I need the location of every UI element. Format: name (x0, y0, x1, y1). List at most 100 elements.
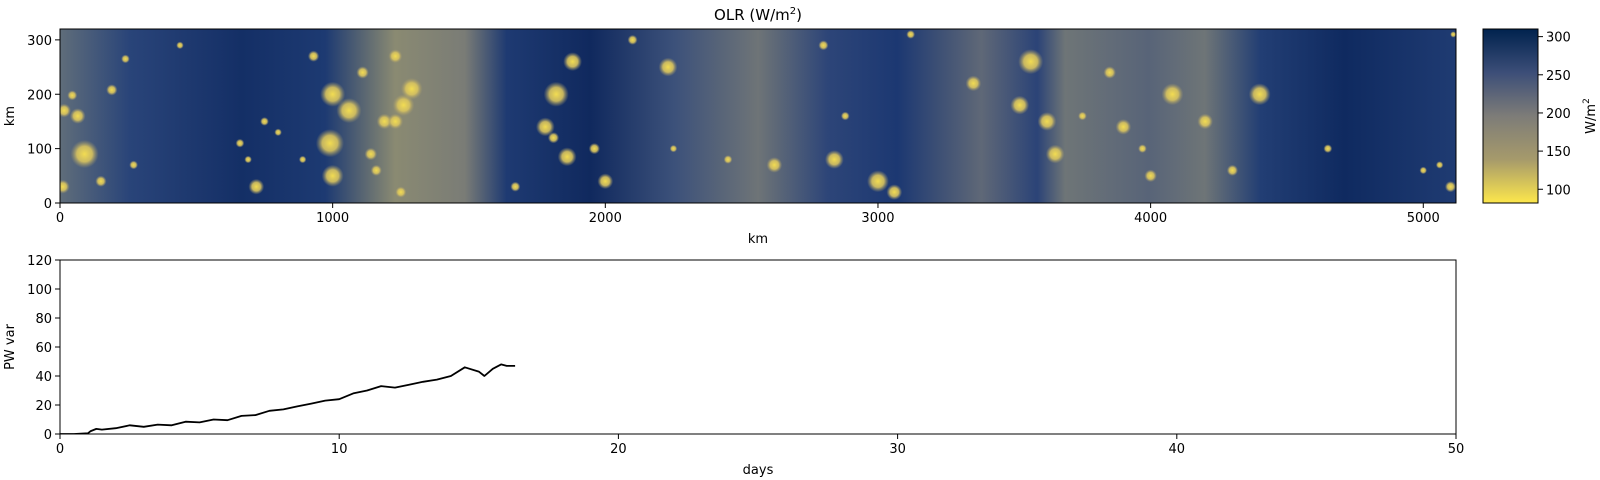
map-y-tick-label: 0 (44, 197, 52, 212)
line-y-tick-label: 100 (27, 283, 52, 298)
line-plot-area (59, 259, 1457, 435)
convective-cell (176, 41, 184, 50)
convective-cell (824, 150, 844, 169)
line-x-tick-label: 50 (1448, 442, 1465, 457)
pw-var-line (60, 363, 516, 434)
convective-cell (274, 128, 282, 137)
convective-cell (588, 142, 601, 155)
colorbar-tick-label: 200 (1546, 107, 1571, 122)
line-x-tick-label: 0 (56, 442, 64, 457)
convective-cell (70, 139, 99, 169)
convective-cell (886, 184, 903, 200)
map-x-tick-label: 2000 (589, 211, 622, 226)
line-x-tick-label: 30 (889, 442, 906, 457)
convective-cell (723, 155, 733, 164)
colorbar-tick-label: 150 (1546, 145, 1571, 160)
line-y-tick-label: 60 (35, 341, 52, 356)
convective-cell (370, 164, 382, 177)
convective-cell (376, 113, 393, 130)
convective-cell (658, 57, 678, 77)
convective-cell (669, 144, 678, 153)
convective-cell (121, 54, 130, 64)
line-y-tick-label: 0 (44, 428, 52, 443)
convective-cell (321, 164, 344, 187)
map-x-tick-label: 5000 (1407, 211, 1440, 226)
convective-cell (95, 175, 107, 187)
convective-cell (244, 155, 252, 164)
map-x-tick-label: 3000 (861, 211, 894, 226)
line-x-tick-label: 40 (1169, 442, 1186, 457)
convective-cell (1226, 164, 1239, 177)
convective-cell (543, 81, 569, 107)
convective-cell (315, 129, 345, 158)
convective-cell (1161, 83, 1184, 106)
convective-cell (627, 34, 638, 45)
convective-cell (60, 179, 70, 194)
map-x-axis-label: km (748, 232, 768, 247)
line-x-tick-label: 10 (331, 442, 348, 457)
convective-cell (1138, 144, 1147, 154)
map-frame (59, 28, 1457, 204)
colorbar-label: W/m2 (1582, 98, 1599, 134)
convective-cell (298, 155, 307, 164)
convective-cell (67, 90, 78, 101)
colorbar-ticks: 100 150 200 250 300 (1538, 31, 1571, 198)
map-y-tick-label: 200 (27, 88, 52, 103)
convective-cell (1103, 66, 1116, 79)
convective-cell (248, 178, 265, 195)
convective-cell (1078, 111, 1087, 121)
convective-cell (510, 181, 521, 192)
line-x-axis-label: days (743, 463, 774, 478)
map-x-tick-label: 0 (56, 211, 64, 226)
map-title: OLR (W/m2) (714, 6, 802, 24)
convective-cell (965, 75, 982, 92)
map-y-tick-label: 100 (27, 143, 52, 158)
convective-cell (840, 111, 850, 121)
convective-cell (400, 77, 423, 100)
line-y-axis-label: PW var (3, 323, 18, 369)
map-axes: 0 1000 2000 3000 4000 5000 0 100 200 300 (27, 34, 1440, 226)
convective-cell (547, 132, 560, 144)
convective-cell (320, 81, 346, 107)
line-axes: 0 10 20 30 40 50 0 20 40 60 80 100 120 (27, 254, 1464, 457)
convective-cell (535, 117, 555, 137)
convective-cells (60, 30, 1456, 200)
colorbar-tick-label: 100 (1546, 183, 1571, 198)
convective-cell (1444, 181, 1456, 193)
convective-cell (1144, 169, 1157, 183)
convective-cell (69, 108, 86, 124)
convective-cell (129, 160, 139, 170)
colorbar-tick-label: 250 (1546, 69, 1571, 84)
convective-cell (906, 30, 916, 39)
map-x-tick-label: 1000 (316, 211, 349, 226)
convective-cell (1323, 144, 1333, 154)
convective-cell (336, 98, 362, 124)
convective-cell (60, 103, 71, 118)
convective-cell (1115, 119, 1132, 135)
convective-cell (1419, 166, 1428, 175)
convective-cell (557, 147, 577, 167)
convective-cell (866, 170, 889, 193)
line-y-tick-label: 120 (27, 254, 52, 269)
map-x-tick-label: 4000 (1134, 211, 1167, 226)
convective-cell (1435, 161, 1444, 169)
convective-cell (388, 49, 403, 64)
line-y-tick-label: 20 (35, 399, 52, 414)
convective-cell (1450, 31, 1456, 38)
convective-cell (563, 52, 583, 72)
convective-cell (1248, 83, 1271, 106)
line-x-tick-label: 20 (610, 442, 627, 457)
convective-cell (307, 50, 320, 62)
olr-map (60, 29, 1456, 203)
convective-cell (392, 94, 415, 117)
line-y-tick-label: 80 (35, 312, 52, 327)
map-y-axis-label: km (3, 106, 18, 126)
convective-cell (1045, 144, 1065, 164)
map-y-tick-label: 300 (27, 34, 52, 49)
colorbar (1482, 28, 1539, 204)
line-y-tick-label: 40 (35, 370, 52, 385)
convective-cell (1197, 113, 1213, 130)
convective-cell (1010, 95, 1030, 115)
convective-cell (1037, 112, 1057, 131)
